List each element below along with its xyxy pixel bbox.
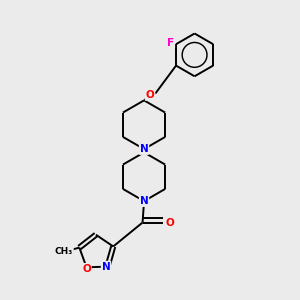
- Text: O: O: [166, 218, 174, 227]
- Text: O: O: [82, 264, 91, 274]
- Text: CH₃: CH₃: [55, 247, 73, 256]
- Text: O: O: [146, 90, 154, 100]
- Text: N: N: [102, 262, 110, 272]
- Text: F: F: [167, 38, 174, 48]
- Text: N: N: [140, 196, 148, 206]
- Text: N: N: [140, 144, 148, 154]
